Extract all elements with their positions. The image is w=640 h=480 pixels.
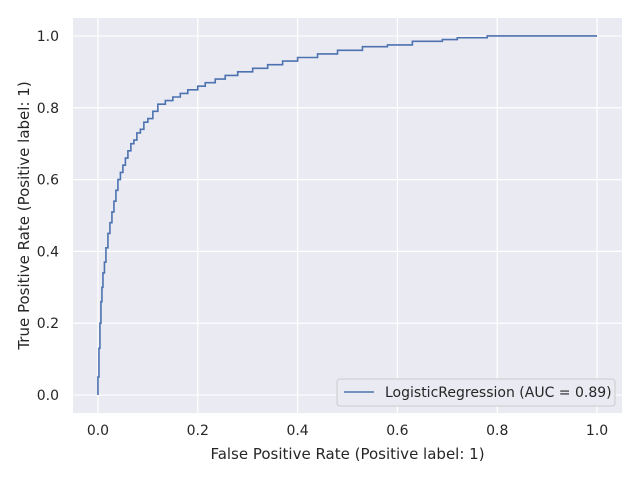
legend-label: LogisticRegression (AUC = 0.89) [385, 385, 612, 401]
grid [73, 18, 622, 413]
roc-curve-line [97, 35, 598, 396]
legend-box [336, 378, 616, 407]
y-tick-label: 1.0 [37, 29, 59, 45]
x-axis-label: False Positive Rate (Positive label: 1) [210, 445, 484, 463]
x-tick-label: 0.4 [286, 423, 308, 439]
y-tick-labels: 0.0 0.2 0.4 0.6 0.8 1.0 [37, 29, 59, 404]
y-tick-label: 0.8 [37, 101, 59, 117]
y-tick-label: 0.0 [37, 388, 59, 404]
y-tick-label: 0.2 [37, 316, 59, 332]
y-tick-label: 0.4 [37, 244, 59, 260]
x-tick-label: 0.2 [187, 423, 209, 439]
y-axis-label: True Positive Rate (Positive label: 1) [15, 81, 33, 350]
x-tick-label: 0.0 [87, 423, 109, 439]
series-layer [97, 35, 598, 396]
y-tick-label: 0.6 [37, 173, 59, 189]
legend: LogisticRegression (AUC = 0.89) [336, 378, 616, 407]
x-tick-label: 0.6 [386, 423, 408, 439]
x-tick-label: 0.8 [486, 423, 508, 439]
x-tick-labels: 0.0 0.2 0.4 0.6 0.8 1.0 [87, 423, 608, 439]
plot-background [73, 18, 622, 413]
x-tick-label: 1.0 [586, 423, 608, 439]
